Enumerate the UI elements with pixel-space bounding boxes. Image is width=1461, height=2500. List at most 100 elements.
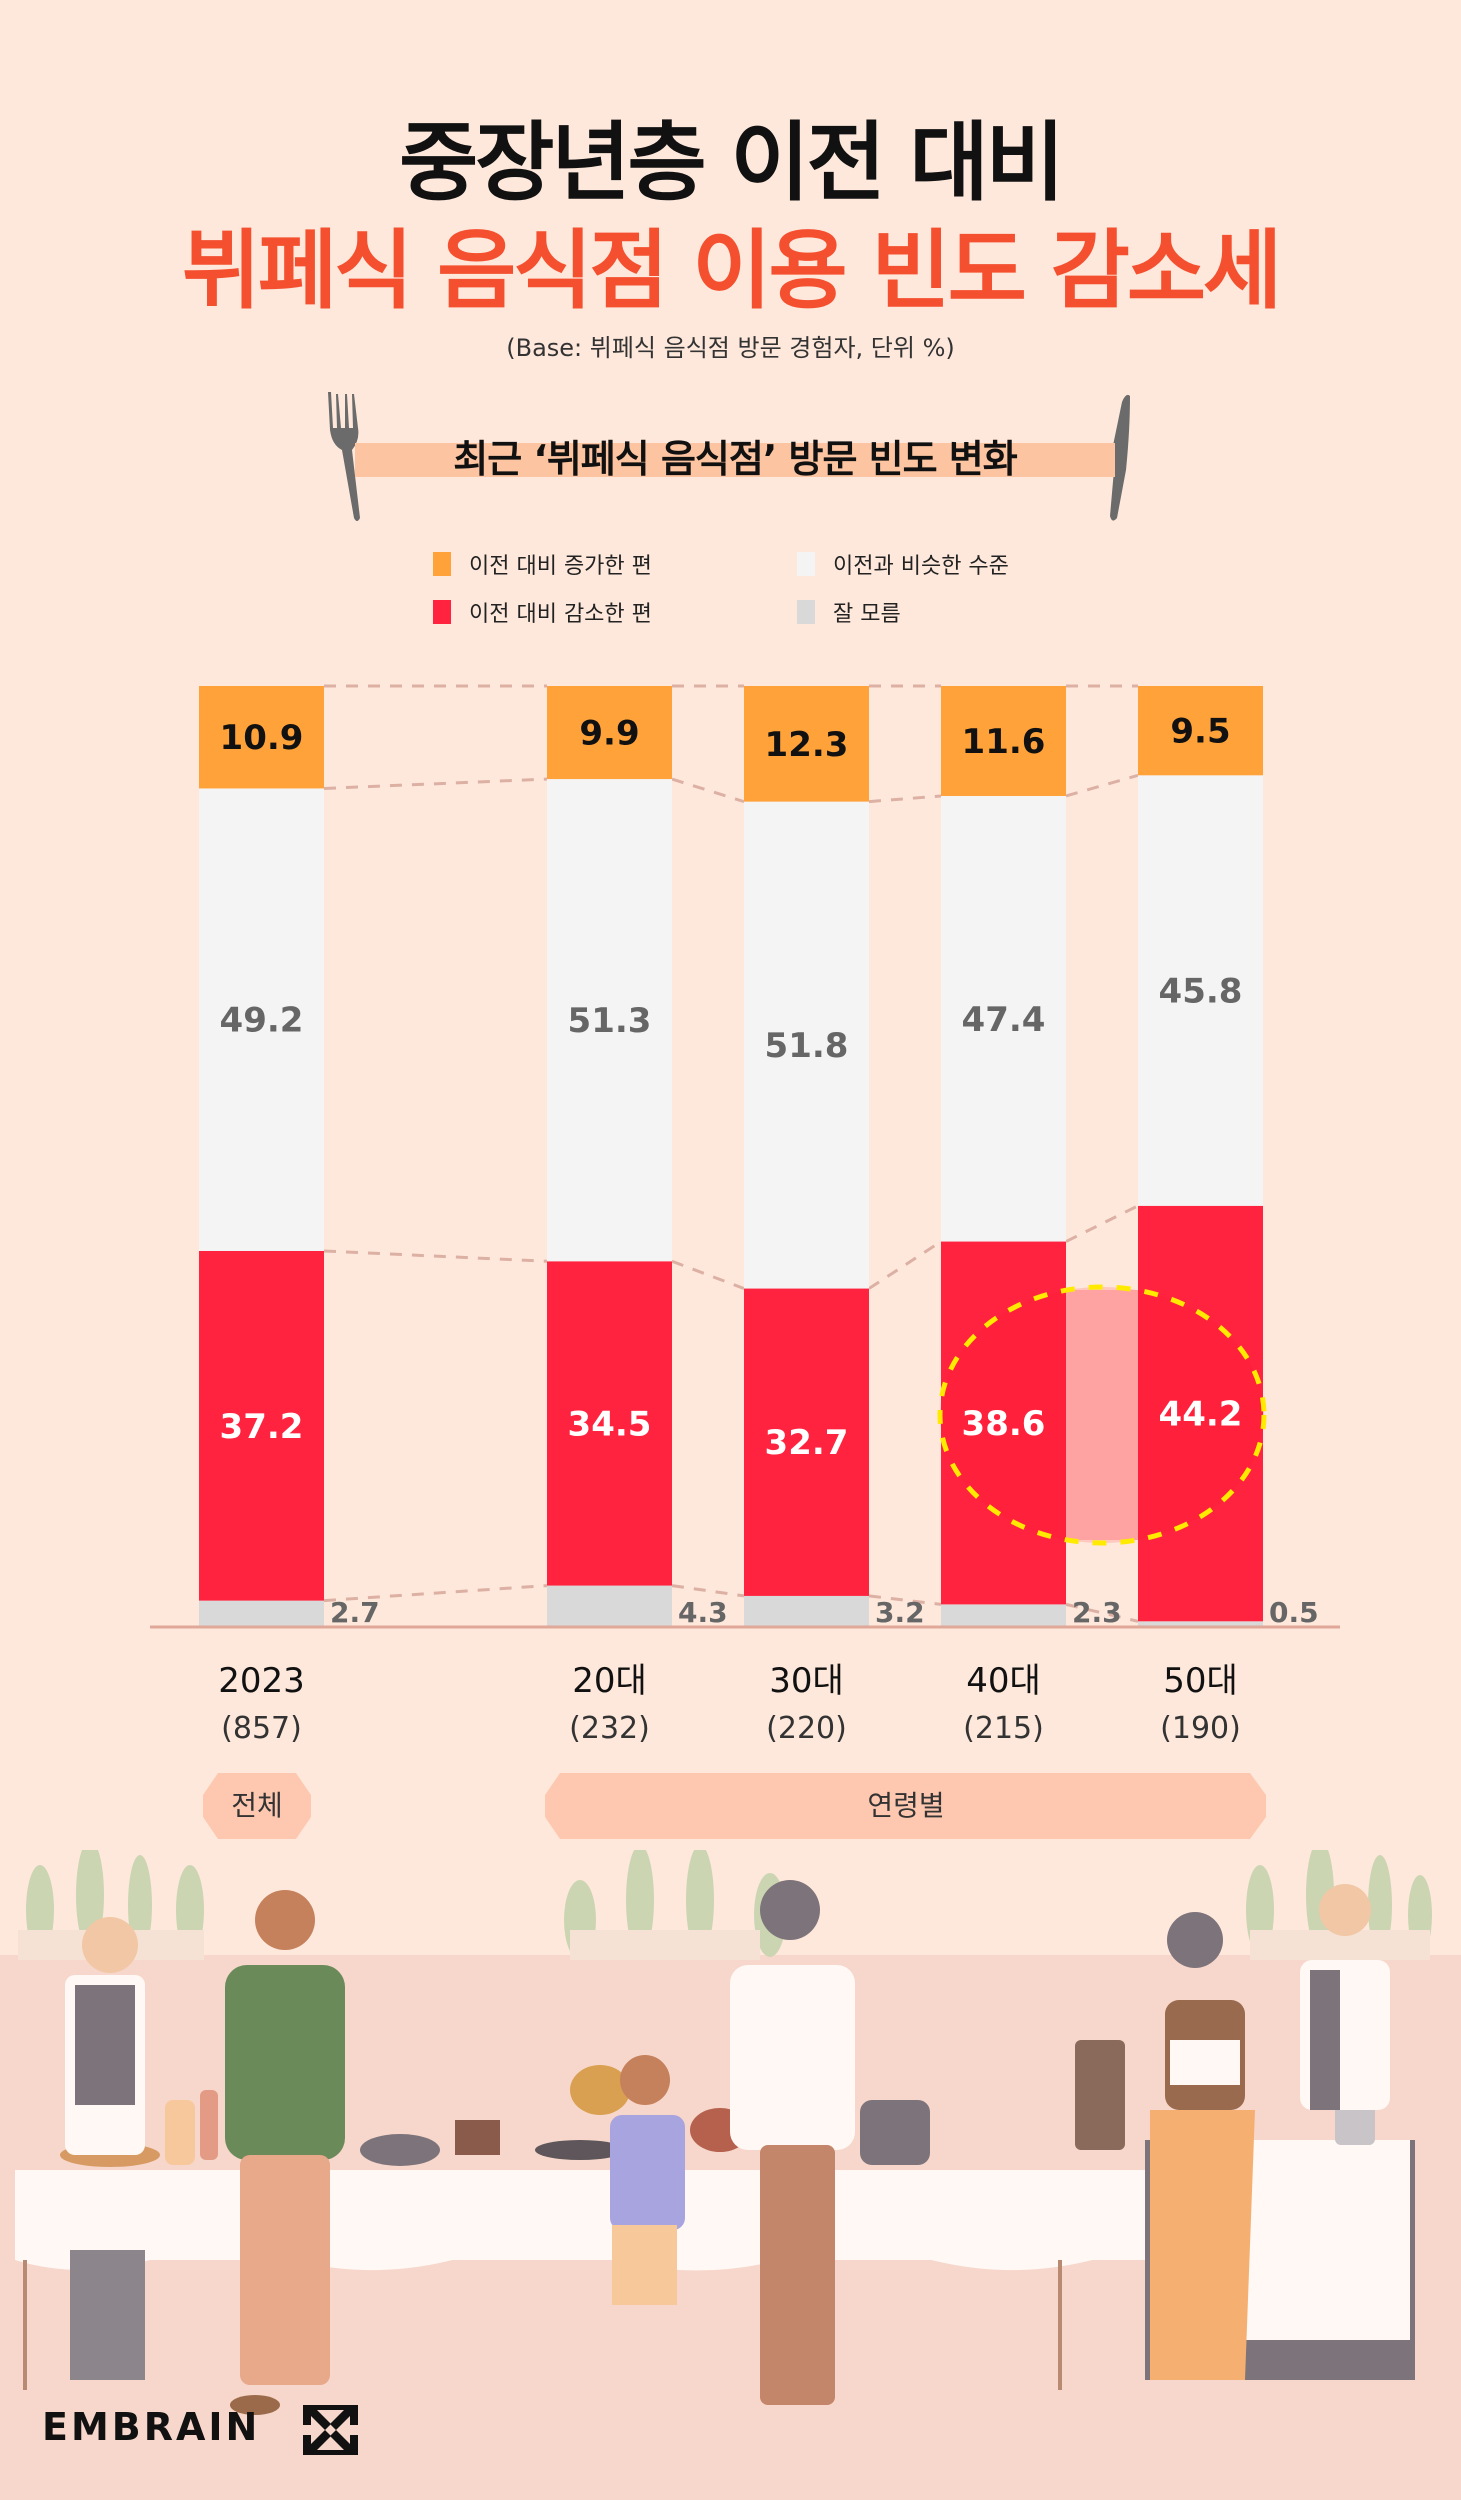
knife-icon — [1109, 394, 1130, 521]
connector-line — [868, 794, 942, 804]
legend-item-unknown: 잘 모름 — [797, 596, 901, 628]
bar-segment-same — [199, 788, 324, 1251]
legend-swatch-unknown — [797, 600, 815, 624]
group-pill-total: 전체 — [203, 1773, 311, 1839]
page-headline: 뷔페식 음식점 이용 빈도 감소세 — [181, 221, 1282, 321]
embrain-logo-mark-icon — [303, 2405, 358, 2455]
bar-segment-decrease — [199, 1250, 324, 1601]
chart-title: 최근 ‘뷔페식 음식점’ 방문 빈도 변화 — [453, 437, 1017, 481]
legend-swatch-increase — [433, 552, 451, 576]
child-striped-shirt — [610, 2055, 685, 2305]
bar-segment-same — [1138, 775, 1263, 1206]
value-label-unknown: 2.3 — [1072, 1596, 1122, 1629]
value-label-same: 51.3 — [568, 1001, 652, 1041]
subtitle-highlight-band — [355, 443, 1115, 477]
bars — [199, 686, 1263, 1626]
bar-segment-increase — [199, 686, 324, 789]
value-label-unknown: 2.7 — [330, 1596, 380, 1629]
brand-logo-text: EMBRAIN — [42, 2405, 260, 2449]
legend-item-increase: 이전 대비 증가한 편 — [433, 548, 652, 580]
page-title: 중장년층 이전 대비 — [399, 113, 1065, 213]
category-label: 20대 — [572, 1661, 647, 1701]
bar-segment-unknown — [199, 1600, 324, 1626]
connector-line — [671, 1584, 745, 1598]
connector-lines — [323, 684, 1139, 1623]
man-green-shirt — [225, 1890, 345, 2415]
value-label-same: 51.8 — [765, 1026, 849, 1066]
bar-segment-decrease — [941, 1241, 1066, 1605]
bar-segment-decrease — [744, 1288, 869, 1596]
legend-label: 이전과 비슷한 수준 — [833, 554, 1009, 579]
bar-segment-unknown — [547, 1585, 672, 1626]
connector-line — [671, 1259, 745, 1290]
bar-segment-same — [547, 779, 672, 1262]
group-label-total: 전체 — [231, 1789, 283, 1822]
man-white-shirt — [730, 1880, 855, 2405]
waitress-right — [1300, 1884, 1390, 2110]
bar-segment-increase — [744, 686, 869, 802]
connector-line — [671, 777, 745, 804]
fork-icon — [328, 392, 360, 521]
value-label-decrease: 38.6 — [962, 1404, 1046, 1444]
legend-label: 이전 대비 감소한 편 — [469, 602, 652, 627]
connector-line — [323, 777, 548, 790]
bar-segment-increase — [941, 686, 1066, 796]
value-label-increase: 10.9 — [220, 718, 304, 758]
value-label-decrease: 32.7 — [765, 1423, 849, 1463]
sample-size-label: (215) — [963, 1711, 1044, 1746]
highlight-ellipse — [937, 1284, 1267, 1546]
value-label-unknown: 3.2 — [875, 1596, 925, 1629]
group-label-age: 연령별 — [867, 1789, 944, 1822]
value-labels: 2.7 37.2 49.2 10.9 4.3 34.5 51.3 9.9 3.2 32.7 51.8… — [220, 712, 1319, 1629]
bar-segment-unknown — [744, 1595, 869, 1626]
buffet-illustration: EMBRAIN — [0, 1850, 1461, 2500]
waiter-left — [65, 1917, 145, 2380]
bar-segment-increase — [1138, 686, 1263, 776]
x-axis-labels: 2023 (857) 20대 (232) 30대 (220) 40대 (215) 50대 (190… — [218, 1661, 1241, 1746]
legend-swatch-same — [797, 552, 815, 576]
category-label: 40대 — [966, 1661, 1041, 1701]
value-label-decrease: 44.2 — [1159, 1395, 1243, 1435]
bar-segment-decrease — [1138, 1205, 1263, 1622]
value-label-increase: 11.6 — [962, 722, 1046, 762]
connector-line — [323, 1249, 548, 1263]
sample-size-label: (220) — [766, 1711, 847, 1746]
legend-swatch-decrease — [433, 600, 451, 624]
value-label-same: 47.4 — [962, 1000, 1046, 1040]
connector-line — [868, 1240, 942, 1290]
connector-line — [323, 1584, 548, 1603]
sample-size-label: (232) — [569, 1711, 650, 1746]
sample-size-label: (857) — [221, 1711, 302, 1746]
bar-segment-increase — [547, 686, 672, 780]
value-label-increase: 9.5 — [1170, 712, 1230, 752]
value-label-decrease: 37.2 — [220, 1407, 304, 1447]
sample-size-label: (190) — [1160, 1711, 1241, 1746]
stacked-bar-chart: 2.7 37.2 49.2 10.9 4.3 34.5 51.3 9.9 3.2 32.7 51.8… — [150, 684, 1340, 1839]
connector-line — [1065, 1204, 1139, 1243]
legend-label: 이전 대비 증가한 편 — [469, 554, 652, 579]
embrain-logo: EMBRAIN — [42, 2405, 358, 2455]
legend-item-decrease: 이전 대비 감소한 편 — [433, 596, 652, 628]
bar-segment-decrease — [547, 1261, 672, 1586]
legend-item-same: 이전과 비슷한 수준 — [797, 548, 1009, 580]
bar-segment-unknown — [1138, 1621, 1263, 1626]
bar-segment-same — [744, 801, 869, 1289]
bar-segment-unknown — [941, 1604, 1066, 1626]
value-label-unknown: 4.3 — [678, 1596, 728, 1629]
bar-segment-same — [941, 795, 1066, 1242]
woman-yellow-skirt — [1150, 1912, 1255, 2380]
buffet-table — [15, 2170, 1145, 2260]
connector-line — [1065, 773, 1139, 798]
value-label-increase: 12.3 — [765, 725, 849, 765]
base-note: (Base: 뷔페식 음식점 방문 경험자, 단위 %) — [506, 334, 955, 362]
value-label-same: 49.2 — [220, 1001, 304, 1041]
highlight-fill — [1066, 1290, 1138, 1540]
value-label-increase: 9.9 — [579, 714, 639, 754]
category-label: 2023 — [218, 1661, 305, 1701]
group-pill-age: 연령별 — [545, 1773, 1266, 1839]
value-label-decrease: 34.5 — [568, 1404, 652, 1444]
category-label: 30대 — [769, 1661, 844, 1701]
value-label-unknown: 0.5 — [1269, 1596, 1319, 1629]
legend-label: 잘 모름 — [833, 602, 901, 627]
value-label-same: 45.8 — [1159, 972, 1243, 1012]
